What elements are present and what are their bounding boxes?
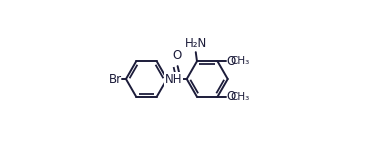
Text: CH₃: CH₃ [231,56,249,66]
Text: O: O [226,55,235,68]
Text: Br: Br [108,73,122,86]
Text: H₂N: H₂N [184,37,207,50]
Text: O: O [172,49,181,62]
Text: NH: NH [165,73,183,86]
Text: O: O [226,90,235,103]
Text: CH₃: CH₃ [231,92,249,102]
